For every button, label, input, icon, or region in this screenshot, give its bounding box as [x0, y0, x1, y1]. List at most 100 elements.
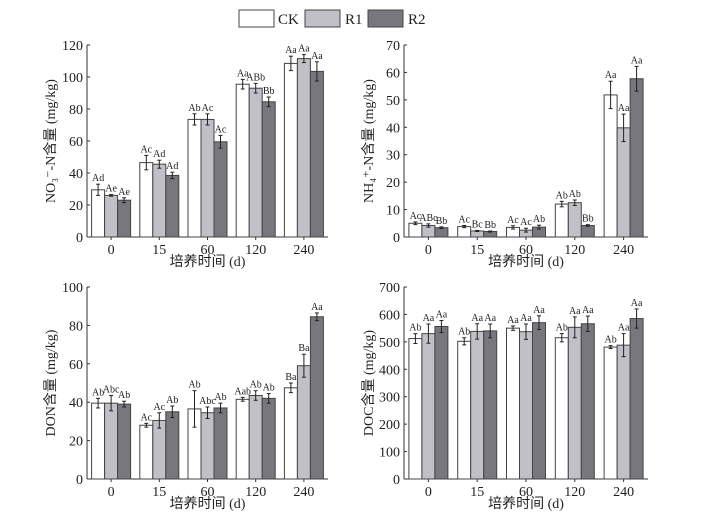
significance-letter: Ac — [458, 214, 470, 225]
bar-r2 — [483, 330, 498, 480]
bar-ck — [235, 398, 250, 480]
significance-letter: Ab — [188, 380, 200, 391]
legend-swatch-r2 — [367, 9, 404, 28]
x-tick-label: 15 — [470, 243, 484, 258]
significance-letter: Bc — [472, 219, 484, 230]
y-tick-label: 80 — [69, 103, 83, 118]
bar-r2 — [629, 318, 644, 480]
bar-r2 — [117, 199, 132, 238]
significance-letter: Ac — [507, 215, 519, 226]
significance-letter: Ab — [263, 383, 275, 394]
bar-ck — [408, 338, 423, 480]
significance-letter: Ab — [409, 323, 421, 334]
significance-letter: Ba — [298, 343, 310, 354]
bar-ck — [283, 62, 298, 238]
y-tick-label: 100 — [62, 71, 83, 86]
bar-r1 — [296, 58, 311, 238]
significance-letter: Ac — [140, 144, 152, 155]
significance-letter: Aa — [423, 313, 435, 324]
significance-letter: Aa — [237, 68, 249, 79]
legend-swatch-ck — [238, 9, 275, 28]
significance-letter: Ab — [118, 390, 130, 401]
significance-letter: ABc — [419, 213, 438, 224]
significance-letter: Aa — [311, 51, 323, 62]
y-tick-label: 80 — [69, 319, 83, 334]
x-axis-label: 培养时间 (d) — [488, 254, 564, 270]
x-tick-label: 120 — [564, 243, 585, 258]
bar-r1 — [519, 331, 533, 480]
legend-label-ck: CK — [278, 12, 299, 28]
bar-r2 — [261, 101, 276, 238]
significance-letter: Aa — [471, 313, 483, 324]
bar-r2 — [532, 322, 546, 480]
y-tick-label: 20 — [386, 176, 400, 191]
bar-r1 — [152, 419, 167, 480]
x-tick-label: 60 — [201, 243, 215, 258]
bar-r1 — [104, 194, 119, 238]
y-tick-label: 70 — [386, 39, 400, 54]
x-tick-label: 15 — [470, 485, 484, 500]
legend-label-r1: R1 — [345, 12, 363, 28]
significance-letter: Ae — [105, 184, 117, 195]
bar-r1 — [104, 402, 119, 480]
significance-letter: Ab — [166, 395, 178, 406]
significance-letter: Bb — [582, 214, 594, 225]
bar-ck — [457, 340, 472, 480]
x-tick-label: 240 — [613, 485, 634, 500]
x-tick-label: 120 — [245, 243, 266, 258]
significance-letter: Ac — [140, 412, 152, 423]
significance-letter: Ac — [410, 211, 422, 222]
significance-letter: Aa — [436, 309, 448, 320]
bar-ck — [235, 83, 250, 238]
significance-letter: Ae — [118, 187, 130, 198]
legend-swatch-r1 — [304, 9, 341, 28]
bar-r2 — [309, 316, 324, 480]
y-tick-label: 60 — [69, 358, 83, 373]
bar-r2 — [213, 141, 228, 238]
significance-letter: Ab — [188, 103, 200, 114]
x-tick-label: 60 — [519, 243, 533, 258]
bar-r1 — [248, 394, 263, 480]
legend-label-r2: R2 — [408, 12, 426, 28]
bar-r2 — [117, 403, 132, 480]
significance-letter: Bb — [484, 220, 496, 231]
y-tick-label: 0 — [393, 473, 400, 488]
significance-letter: Aab — [234, 386, 251, 397]
significance-letter: Ab — [556, 190, 568, 201]
significance-letter: Ab — [604, 335, 616, 346]
y-tick-label: 0 — [76, 473, 83, 488]
y-tick-label: 50 — [386, 94, 400, 109]
x-axis-label: 培养时间 (d) — [488, 496, 564, 512]
x-tick-label: 0 — [108, 243, 115, 258]
significance-letter: Aa — [569, 306, 581, 317]
y-tick-label: 20 — [69, 435, 83, 450]
x-tick-label: 240 — [293, 243, 314, 258]
x-tick-label: 240 — [293, 485, 314, 500]
y-tick-label: 60 — [386, 66, 400, 81]
bar-ck — [91, 402, 106, 480]
significance-letter: Ab — [533, 214, 545, 225]
y-tick-label: 300 — [379, 391, 400, 406]
bar-r1 — [248, 87, 263, 238]
bar-r2 — [434, 227, 449, 238]
chart-panel-3: 0204060801000AbAbcAb15AcAcAb60AbAbcAb120… — [43, 281, 328, 512]
x-tick-label: 60 — [201, 485, 215, 500]
x-tick-label: 120 — [564, 485, 585, 500]
significance-letter: Ac — [215, 124, 227, 135]
significance-letter: Aa — [533, 305, 545, 316]
bar-r1 — [616, 127, 631, 238]
bar-r1 — [200, 118, 215, 238]
significance-letter: Aa — [631, 298, 643, 309]
legend: CK R1 R2 — [238, 9, 426, 28]
x-tick-label: 0 — [425, 243, 432, 258]
bar-r2 — [580, 224, 595, 238]
y-axis-label: DON含量 (mg/kg) — [43, 329, 59, 436]
significance-letter: Ad — [153, 149, 165, 160]
y-tick-label: 60 — [69, 135, 83, 150]
bar-ck — [554, 203, 569, 238]
bar-ck — [603, 346, 618, 480]
